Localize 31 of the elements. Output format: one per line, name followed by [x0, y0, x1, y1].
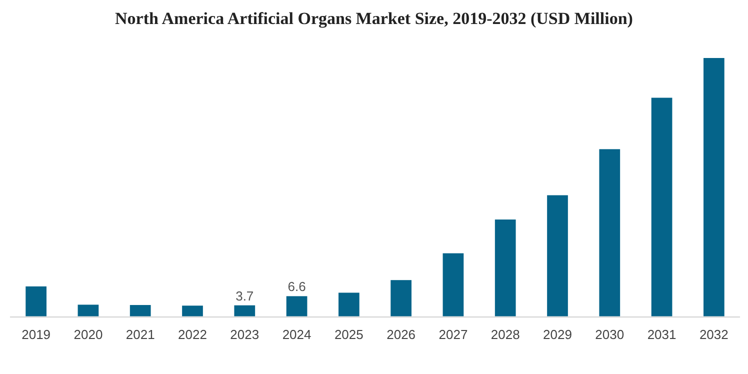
- x-tick-label: 2020: [74, 327, 103, 342]
- chart-title: North America Artificial Organs Market Size, 2019-2032 (USD Million): [115, 9, 633, 28]
- bar: [234, 305, 256, 317]
- x-tick-label: 2026: [386, 327, 416, 342]
- bar: [182, 306, 203, 317]
- x-tick-label: 2022: [178, 327, 207, 342]
- x-tick-label: 2028: [490, 327, 520, 342]
- x-tick-label: 2024: [282, 327, 312, 342]
- x-tick-label: 2029: [543, 327, 572, 342]
- bar: [26, 286, 46, 317]
- x-tick-label: 2025: [334, 327, 364, 342]
- bar: [547, 195, 568, 317]
- bar: [442, 253, 464, 317]
- x-tick-label: 2030: [595, 327, 624, 342]
- bar: [651, 98, 672, 317]
- bar: [286, 296, 308, 317]
- x-tick-label: 2032: [699, 327, 728, 342]
- x-tick-label: 2019: [22, 327, 51, 342]
- bar: [78, 304, 99, 317]
- bar: [704, 58, 724, 317]
- x-tick-label: 2031: [647, 327, 676, 342]
- bar: [599, 149, 620, 317]
- bar: [130, 305, 151, 317]
- bar: [494, 220, 516, 317]
- bar: [390, 280, 412, 317]
- x-tick-label: 2027: [438, 327, 468, 342]
- x-tick-label: 2021: [126, 327, 155, 342]
- x-tick-label: 2023: [230, 327, 260, 342]
- bar: [338, 292, 360, 317]
- data-label: 6.6: [288, 279, 306, 294]
- data-label: 3.7: [236, 288, 254, 304]
